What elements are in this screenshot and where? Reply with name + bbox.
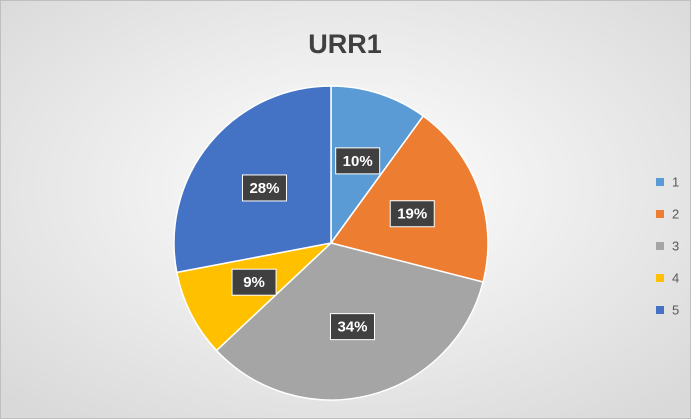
data-label-box <box>389 200 435 228</box>
legend-swatch <box>656 242 664 250</box>
data-label-box <box>241 174 287 202</box>
legend-swatch <box>656 306 664 314</box>
data-label-box <box>329 313 375 341</box>
data-label: 34% <box>329 313 375 341</box>
pie-slice <box>329 114 489 283</box>
legend-swatch <box>656 274 664 282</box>
legend-swatch <box>656 178 664 186</box>
data-label: 9% <box>231 268 277 296</box>
legend-label: 4 <box>672 270 679 285</box>
legend-label: 2 <box>672 206 679 221</box>
data-label: 19% <box>389 200 435 228</box>
chart-title: URR1 <box>308 29 382 59</box>
data-label: 28% <box>241 174 287 202</box>
data-label: 10% <box>335 147 381 175</box>
data-label-text: 10% <box>343 153 373 170</box>
legend-label: 1 <box>672 174 679 189</box>
data-label-text: 19% <box>397 206 427 223</box>
data-label-box <box>335 147 381 175</box>
legend-swatch <box>656 210 664 218</box>
legend-label: 5 <box>672 302 679 317</box>
legend-label: 3 <box>672 238 679 253</box>
data-label-text: 9% <box>243 274 265 291</box>
data-label-box <box>231 268 277 296</box>
data-label-text: 28% <box>249 180 279 197</box>
pie-slice <box>175 241 334 352</box>
data-label-text: 34% <box>337 319 367 336</box>
